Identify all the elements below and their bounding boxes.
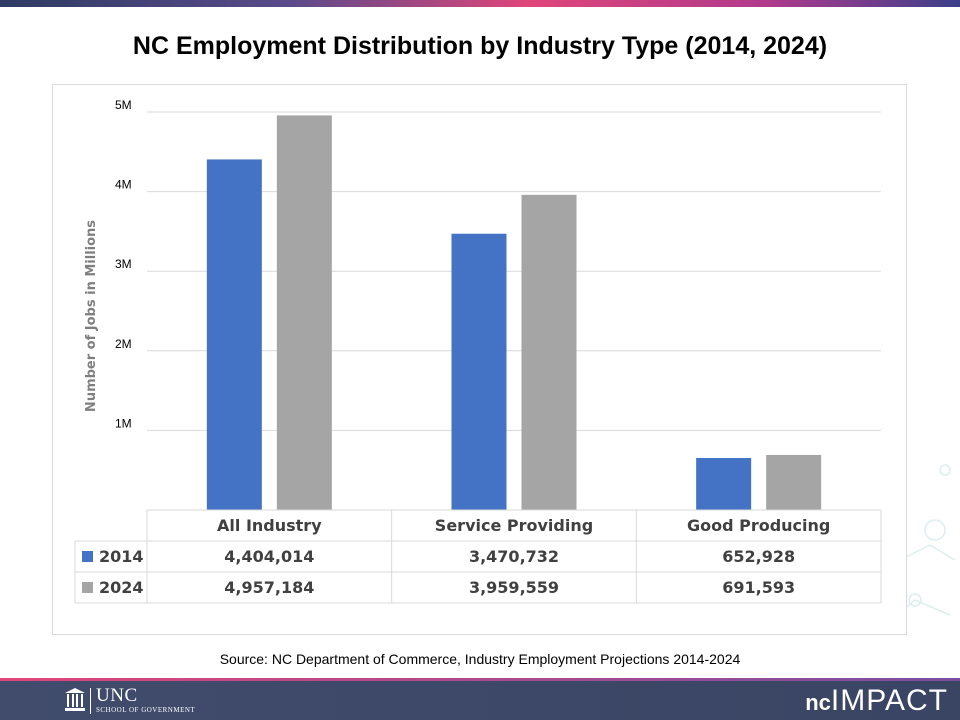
y-tick-label: 1M — [115, 416, 132, 430]
chart-frame: 1M 2M 3M 4M 5M Number of Jobs in Millions All … — [52, 84, 907, 635]
source-note: Source: NC Department of Commerce, Indus… — [219, 651, 741, 667]
bar-2024 — [766, 454, 822, 510]
y-tick-label: 5M — [115, 98, 132, 112]
bar-chart: 1M 2M 3M 4M 5M Number of Jobs in Millions All … — [74, 98, 882, 604]
legend-label: 2014 — [99, 547, 144, 566]
bar-2014 — [696, 458, 752, 510]
bar-2024 — [521, 194, 577, 511]
category-label: Good Producing — [687, 516, 830, 535]
unc-name: UNC — [96, 685, 138, 706]
legend-swatch-2024 — [82, 582, 93, 593]
bar-2014 — [451, 233, 507, 510]
unc-seal-icon — [65, 688, 85, 711]
legend-label: 2024 — [99, 578, 144, 597]
bar-2014 — [206, 159, 262, 510]
top-accent-bar — [0, 0, 960, 7]
footer-bar — [0, 678, 960, 720]
footer-accent-line — [0, 678, 960, 681]
data-value: 3,470,732 — [469, 547, 559, 566]
category-label: All Industry — [217, 516, 322, 535]
y-axis-title: Number of Jobs in Millions — [84, 220, 99, 412]
data-value: 691,593 — [722, 578, 795, 597]
data-value: 3,959,559 — [469, 578, 559, 597]
data-value: 652,928 — [722, 547, 795, 566]
bar-2024 — [276, 115, 332, 511]
legend-swatch-2014 — [82, 551, 93, 562]
data-value: 4,957,184 — [224, 578, 314, 597]
data-value: 4,404,014 — [224, 547, 314, 566]
slide-title: NC Employment Distribution by Industry T… — [132, 32, 828, 60]
y-tick-label: 2M — [115, 337, 132, 351]
unc-subtitle: SCHOOL OF GOVERNMENT — [96, 706, 196, 714]
brand-prefix: nc — [805, 690, 831, 715]
brand-name: IMPACT — [830, 684, 948, 717]
y-tick-label: 3M — [115, 257, 132, 271]
unc-divider — [90, 688, 91, 714]
ncimpact-logo: ncIMPACT — [805, 686, 948, 718]
y-tick-label: 4M — [115, 178, 132, 192]
category-label: Service Providing — [435, 516, 593, 535]
